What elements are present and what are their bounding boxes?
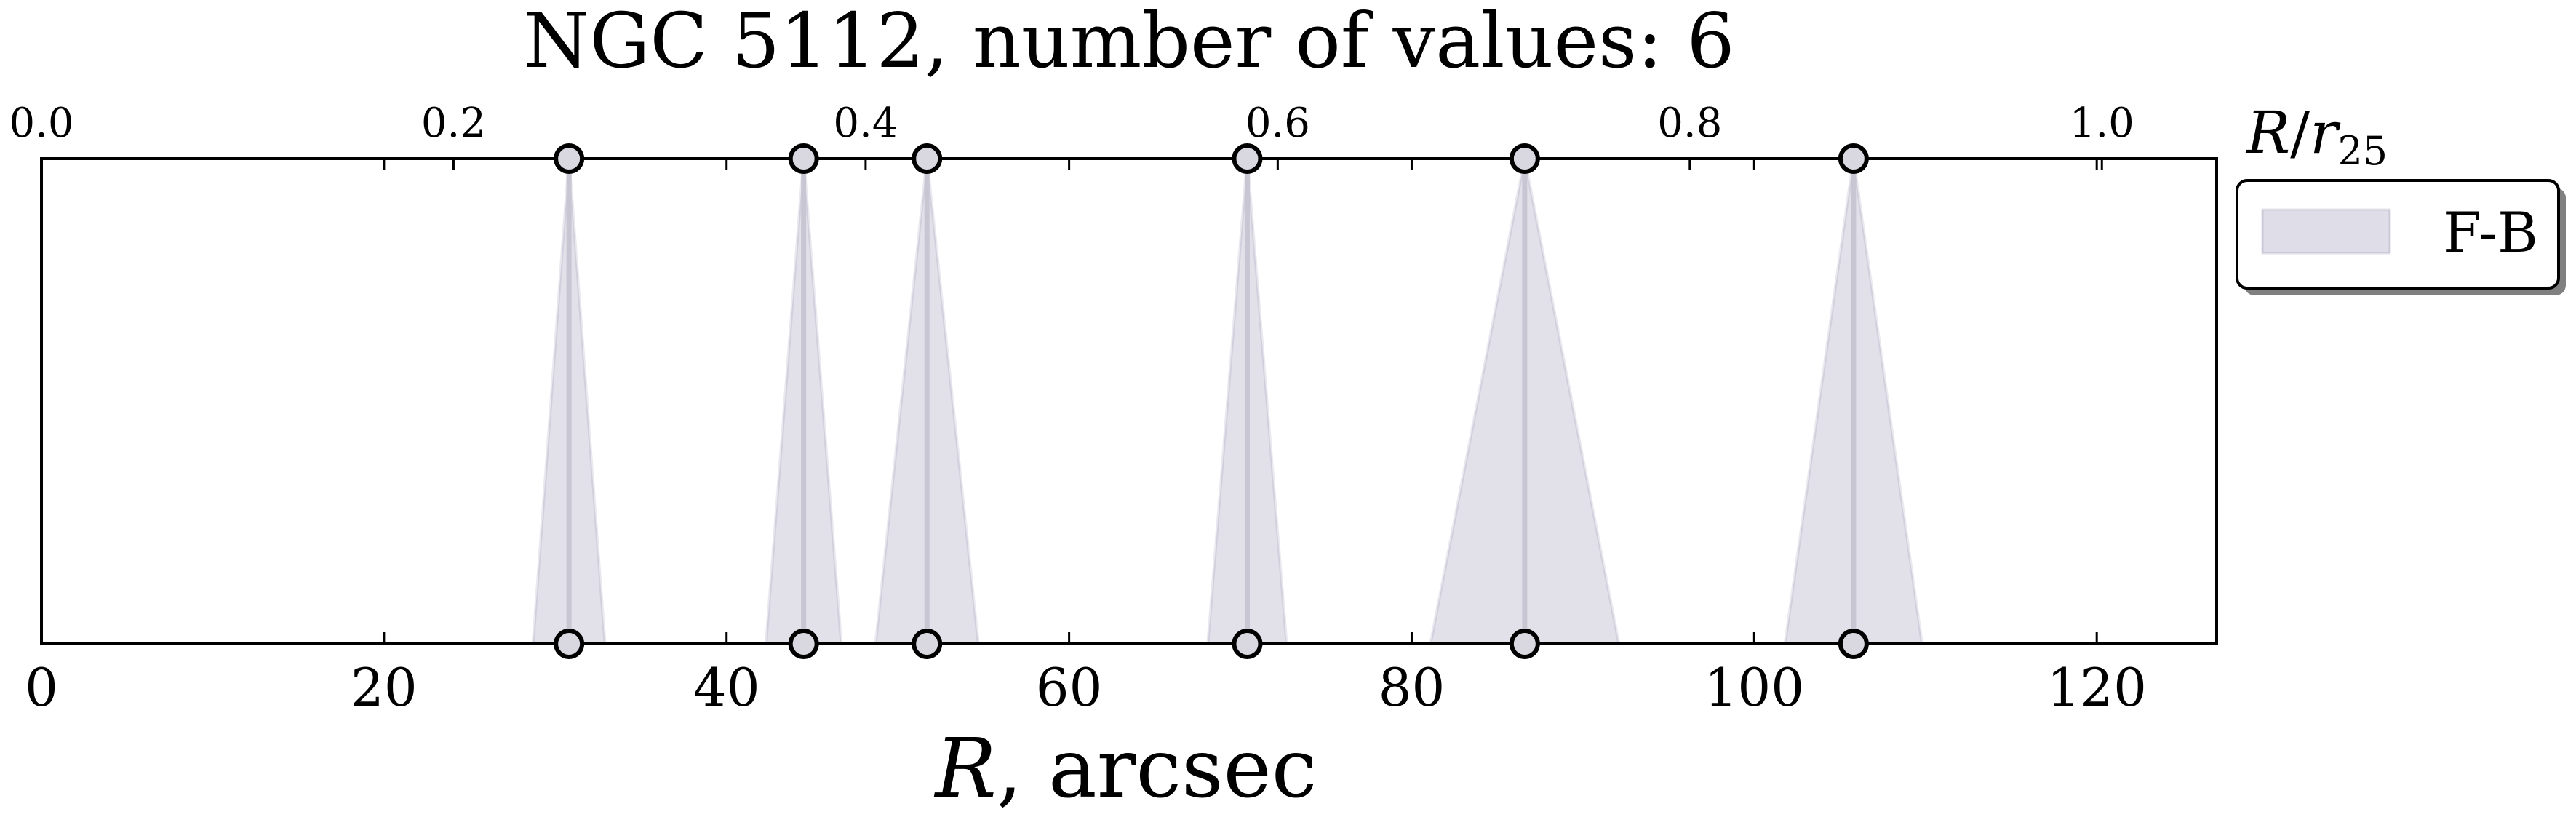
bottom-marker-1 [554, 629, 585, 659]
markers-layer [554, 143, 1869, 659]
x-tick-label: 120 [2046, 657, 2146, 718]
x-axis-label-var: R [933, 722, 996, 816]
legend-box [2236, 179, 2560, 290]
bottom-marker-3 [912, 629, 943, 659]
legend-label: F-B [2443, 200, 2538, 265]
legend-swatch [2261, 208, 2391, 255]
x-tick-label: 60 [1036, 657, 1103, 718]
secondary-label-sub: 25 [2337, 128, 2388, 174]
x-axis-label: R, arcsec [933, 722, 1317, 816]
top-marker-2 [788, 143, 819, 174]
secondary-tick-label: 0.6 [1245, 100, 1310, 147]
top-marker-1 [554, 143, 585, 174]
lines-layer [566, 159, 1857, 644]
chart-title: NGC 5112, number of values: 6 [523, 0, 1734, 85]
x-tick-label: 100 [1704, 657, 1804, 718]
ticks-layer: 0 20 40 60 80 100 120 0.0 0.2 0.4 0.6 0.8 1.0 [9, 100, 2146, 718]
secondary-label-var1: R [2245, 99, 2290, 167]
secondary-tick-label: 1.0 [2070, 100, 2134, 147]
bottom-marker-2 [788, 629, 819, 659]
x-tick-label: 20 [351, 657, 418, 718]
bands-layer [531, 158, 1924, 645]
secondary-label-var2: r [2310, 99, 2341, 167]
secondary-tick-label: 0.8 [1657, 100, 1722, 147]
x-tick-label: 0 [25, 657, 58, 718]
secondary-axis-label: R/r25 [2245, 99, 2388, 174]
legend: F-B [2236, 179, 2566, 295]
top-marker-3 [912, 143, 943, 174]
bottom-marker-5 [1509, 629, 1540, 659]
x-axis-label-unit: , arcsec [997, 722, 1317, 816]
top-marker-5 [1509, 143, 1540, 174]
secondary-tick-label: 0.4 [833, 100, 898, 147]
bottom-marker-6 [1838, 629, 1869, 659]
x-tick-label: 80 [1379, 657, 1445, 718]
plot-frame [40, 157, 2218, 645]
top-marker-6 [1838, 143, 1869, 174]
top-marker-4 [1232, 143, 1263, 174]
secondary-tick-label: 0.0 [9, 100, 73, 147]
bottom-marker-4 [1232, 629, 1263, 659]
x-tick-label: 40 [693, 657, 760, 718]
secondary-tick-label: 0.2 [421, 100, 486, 147]
secondary-label-sep: / [2290, 99, 2310, 167]
